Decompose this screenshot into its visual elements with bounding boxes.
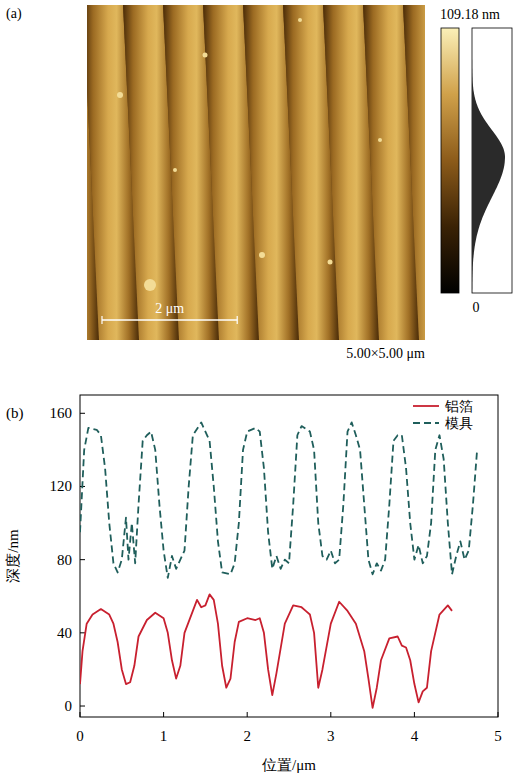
histogram-box [472, 28, 512, 293]
x-axis-title: 位置/μm [262, 757, 316, 773]
y-tick-label: 40 [57, 625, 72, 641]
panel-label: (b) [6, 405, 24, 422]
y-tick [80, 632, 85, 633]
y-tick [80, 706, 85, 707]
image-stripe [403, 5, 425, 340]
image-particle [117, 92, 123, 98]
x-tick [247, 712, 248, 717]
histogram [472, 28, 505, 293]
x-tick-label: 1 [160, 728, 168, 744]
image-particle [378, 138, 382, 142]
legend-label: 铝箔 [444, 399, 473, 414]
plot-frame [80, 395, 498, 717]
scale-bar-end [101, 316, 102, 324]
panel-label: (a) [6, 6, 22, 22]
x-tick [414, 712, 415, 717]
y-tick-label: 120 [50, 478, 73, 494]
x-tick [330, 712, 331, 717]
scale-bar-end [237, 316, 238, 324]
x-tick-label: 2 [243, 728, 251, 744]
image-particle [203, 53, 208, 58]
image-particle [259, 252, 265, 258]
y-tick-label: 0 [65, 698, 73, 714]
legend-swatch [413, 405, 439, 407]
x-tick [498, 712, 499, 717]
series-line [80, 422, 477, 578]
x-tick [163, 712, 164, 717]
colorbar-tick-label: 109.18 nm [440, 7, 500, 22]
scale-bar-label: 2 μm [155, 301, 184, 316]
afm-image [87, 5, 425, 340]
image-particle [173, 168, 177, 172]
x-tick-label: 3 [327, 728, 335, 744]
image-particle [328, 260, 333, 265]
y-tick [80, 413, 85, 414]
plot-area [80, 422, 477, 707]
legend-label: 模具 [445, 416, 473, 431]
x-tick-label: 0 [76, 728, 84, 744]
image-ground [87, 5, 425, 340]
y-tick-label: 80 [57, 552, 72, 568]
x-tick-label: 4 [411, 728, 419, 744]
scale-bar [102, 319, 237, 321]
y-tick-label: 160 [50, 405, 73, 421]
x-tick-label: 5 [494, 728, 502, 744]
x-tick [80, 712, 81, 717]
colorbar [441, 28, 459, 293]
image-particle [144, 279, 156, 291]
colorbar-tick-label: 0 [473, 300, 480, 315]
image-size: 5.00×5.00 μm [346, 346, 425, 361]
series-line [80, 594, 452, 707]
y-axis-title: 深度/nm [5, 529, 21, 583]
legend-swatch [413, 422, 439, 424]
image-particle [298, 18, 302, 22]
y-tick [80, 559, 85, 560]
figure: (a) 2 μm 5.00×5.00 μm 0 109.18 nm 0 1 2 3 4 5 0 40 80… [0, 0, 523, 780]
